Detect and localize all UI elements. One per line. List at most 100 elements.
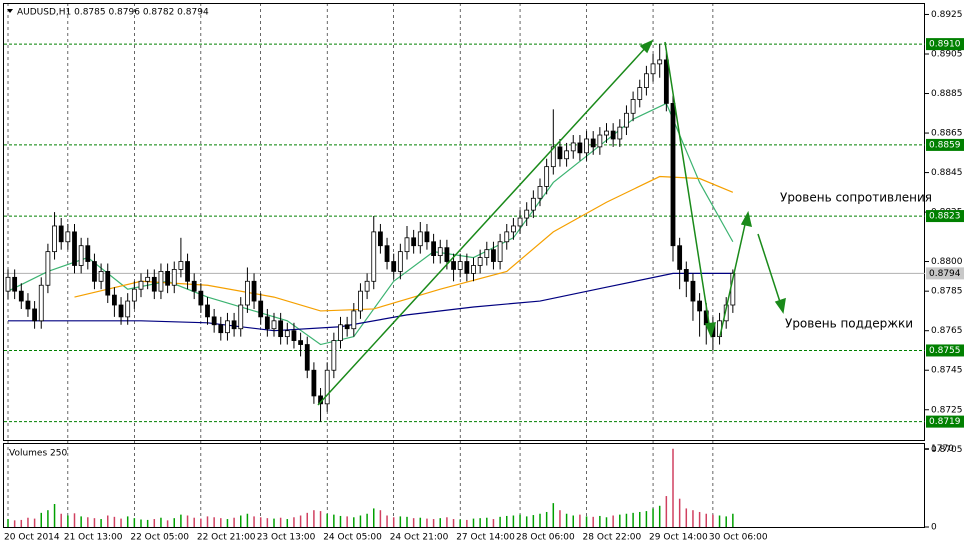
candle-body [298, 340, 304, 345]
level-box [926, 138, 964, 151]
candle-body [657, 59, 663, 65]
candle-body [364, 280, 370, 292]
candle-body [65, 231, 71, 243]
candle-body [597, 134, 603, 148]
chart-title: AUDUSD,H1 0.8785 0.8796 0.8782 0.8794 [17, 8, 209, 18]
candle-body [12, 276, 18, 292]
candle-body [537, 186, 543, 199]
candle-body [85, 245, 91, 262]
candle-body [138, 280, 144, 290]
level-label: 0.8719 [929, 417, 961, 427]
candle-body [663, 59, 669, 104]
candle-body [5, 276, 11, 292]
last-price-label: 0.8794 [929, 269, 961, 279]
candle-body [697, 300, 702, 312]
candle-body [590, 138, 596, 148]
x-tick-label: 22 Oct 05:00 [130, 533, 189, 543]
candle-body [311, 369, 317, 397]
candle-body [171, 269, 177, 286]
arrow-head [740, 210, 752, 227]
candle-body [670, 103, 676, 247]
x-tick-label: 20 Oct 2014 [4, 533, 60, 543]
candle-body [98, 271, 104, 282]
level-box [926, 344, 964, 357]
candle-body [264, 316, 270, 330]
candle-body [92, 261, 97, 282]
x-tick-label: 23 Oct 13:00 [257, 533, 316, 543]
candle-body [484, 249, 490, 258]
candle-body [32, 308, 37, 322]
candle-body [45, 251, 51, 286]
candle-body [258, 300, 264, 318]
level-box [926, 38, 964, 51]
arrow-head [774, 297, 786, 314]
candle-body [644, 73, 649, 88]
candle-body [304, 344, 310, 371]
candle-body [371, 231, 377, 282]
candle-body [165, 271, 171, 286]
candle-body [158, 271, 164, 292]
candle-body [191, 280, 197, 292]
candle-body [338, 324, 343, 341]
candle-body [151, 276, 157, 292]
candle-body [218, 324, 224, 334]
candle-body [291, 330, 297, 341]
candle-body [550, 146, 556, 168]
candle-body [604, 130, 609, 136]
y-tick-label: 0.8765 [931, 326, 963, 336]
arrow-head [704, 322, 717, 339]
annotation: Уровень сопротивления [780, 191, 932, 205]
candle-body [58, 225, 64, 243]
candle-body [650, 63, 656, 75]
y-tick-label: 0.8800 [931, 257, 963, 267]
menu-icon[interactable] [7, 9, 13, 13]
candle-body [497, 241, 503, 262]
candle-body [131, 288, 137, 302]
candle-body [683, 269, 689, 282]
candle-body [178, 261, 184, 270]
x-tick-label: 30 Oct 06:00 [709, 533, 768, 543]
candle-body [564, 150, 569, 160]
candle-body [198, 290, 204, 306]
y-tick-label: 0.8925 [931, 10, 963, 20]
candle-body [504, 231, 510, 243]
candle-body [78, 245, 84, 266]
candle-body [424, 231, 430, 243]
candle-body [690, 280, 696, 302]
trend-line [719, 219, 747, 337]
candle-body [637, 87, 643, 100]
candle-body [677, 245, 683, 270]
candle-body [251, 280, 257, 302]
candle-body [231, 320, 237, 330]
candle-body [510, 225, 516, 233]
candle-body [112, 294, 117, 306]
candle-body [225, 320, 230, 334]
candle-body [72, 231, 77, 266]
candle-body [391, 261, 397, 272]
last-price-box [926, 267, 964, 280]
candle-body [557, 146, 563, 160]
candle-body [630, 99, 636, 114]
volume-pane [3, 443, 925, 528]
candle-body [211, 316, 217, 326]
candle-body [404, 237, 410, 253]
y-tick-label: 0.8785 [931, 287, 963, 297]
price-pane [3, 3, 925, 441]
candle-body [185, 261, 190, 282]
candle-body [444, 247, 450, 262]
candle-body [145, 276, 151, 282]
candle-body [331, 340, 337, 371]
candle-body [431, 241, 437, 256]
candle-body [351, 310, 357, 330]
candle-body [544, 166, 550, 187]
candle-body [397, 251, 403, 272]
candle-body [125, 300, 131, 318]
arrow-head [639, 39, 654, 54]
y-tick-label: 0.8845 [931, 168, 963, 178]
y-tick-label: 0.8705 [931, 445, 963, 455]
candle-body [577, 142, 583, 154]
candle-body [471, 265, 476, 274]
trend-lines [317, 39, 786, 406]
candle-body [384, 245, 390, 262]
candle-body [284, 330, 290, 338]
